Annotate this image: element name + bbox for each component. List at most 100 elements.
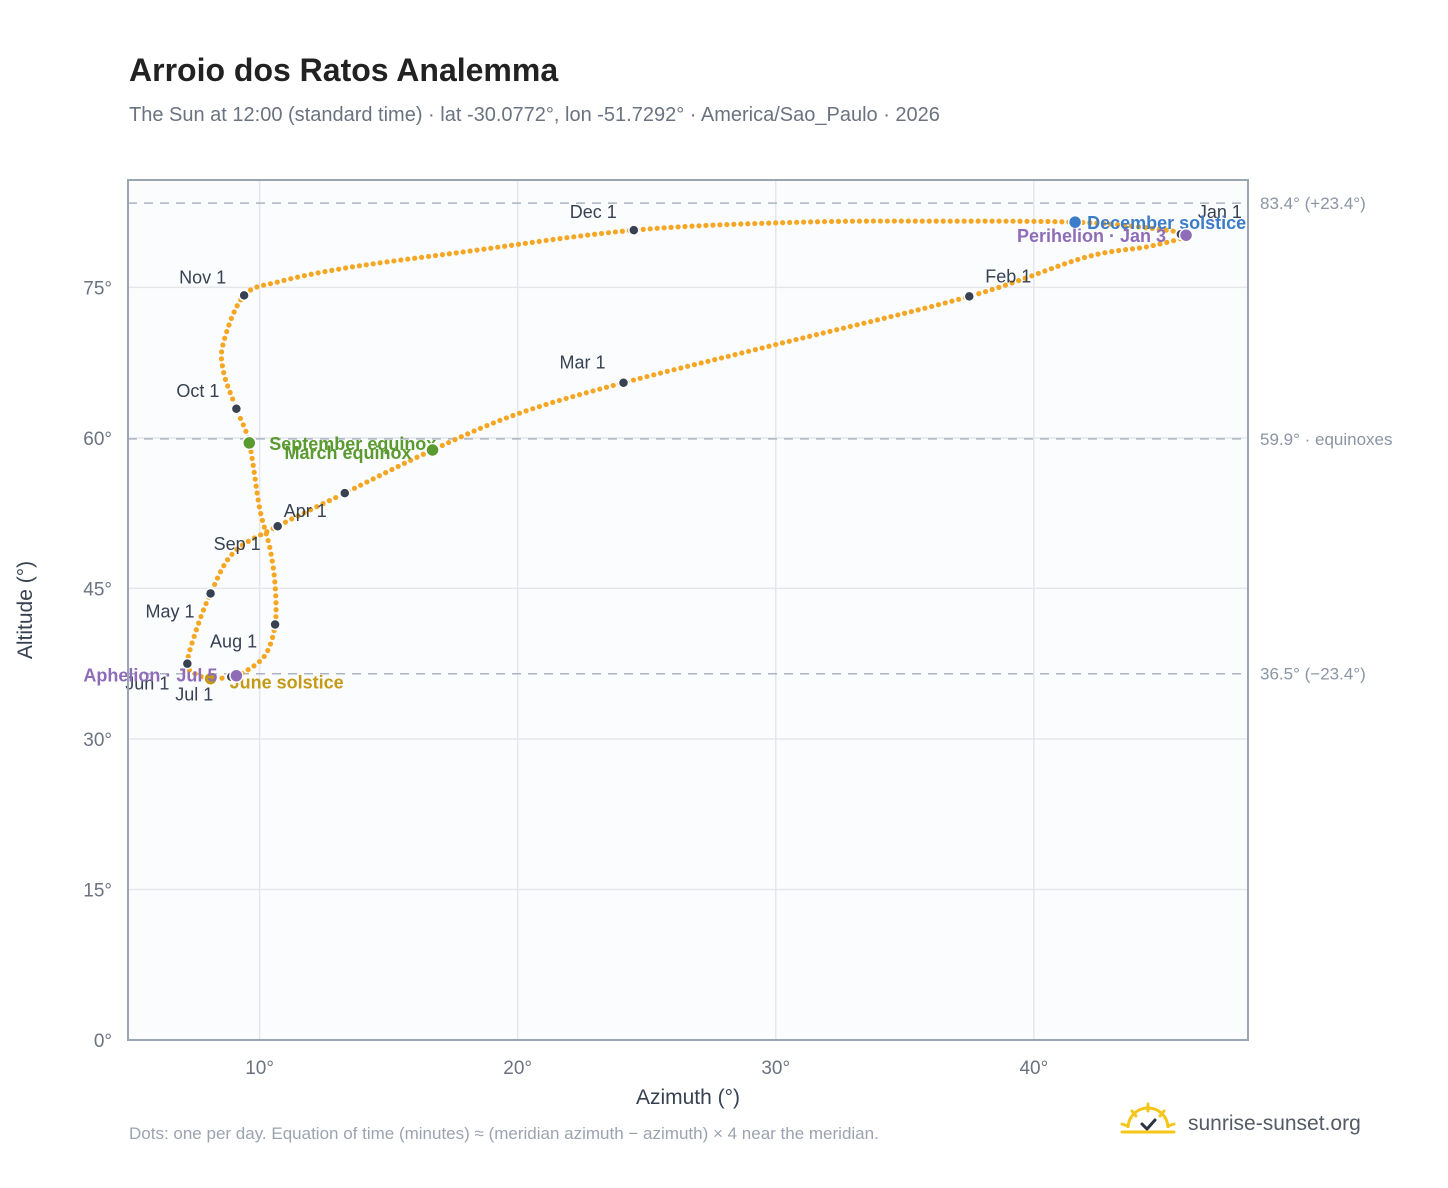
day-dot [256,504,262,510]
day-dot [222,376,229,382]
day-dot [773,341,779,348]
x-tick-label: 20° [503,1058,532,1079]
day-dot [243,428,249,434]
day-dot [412,255,418,261]
day-dot [247,287,254,293]
day-dot [919,218,925,224]
day-dot [253,483,259,489]
day-dot [637,375,643,381]
day-dot [460,249,466,255]
day-dot [295,513,301,519]
event-marker [1067,214,1083,230]
day-dot [452,437,458,443]
day-dot [786,338,792,344]
day-dot [888,313,894,320]
day-dot [502,243,508,249]
month-label: Oct 1 [176,381,219,401]
day-dot [239,542,246,548]
day-dot [471,428,477,434]
month-label: Jan 1 [1198,202,1242,222]
grid-lines [128,180,1248,1041]
day-dot [467,248,473,254]
day-dot [696,223,702,229]
day-dot [718,355,725,361]
day-dot [870,218,877,224]
day-dot [1163,227,1169,233]
day-dot [612,229,619,235]
day-dot [383,470,389,476]
day-dot [610,382,616,389]
day-dot [336,266,342,272]
day-dot [1170,228,1176,234]
day-dot [288,276,294,282]
month-marker [617,376,630,389]
day-dot [228,315,234,322]
event-label: December solstice [1087,213,1246,233]
chart-subtitle: The Sun at 12:00 (standard time) · lat -… [129,104,940,126]
day-dot [249,455,255,462]
day-dot [933,218,939,224]
x-tick-label: 10° [245,1058,274,1079]
day-dot [522,240,528,246]
day-dot [982,289,989,295]
day-dot [922,305,928,311]
day-dot [780,220,786,226]
day-dot [234,303,240,309]
day-dot [289,516,295,522]
brand-logo[interactable]: sunrise-sunset.org [1120,1102,1361,1146]
day-dot [840,325,847,331]
day-dot [245,538,251,544]
day-dot [495,244,501,250]
day-dot [439,252,445,258]
day-dot [739,350,745,356]
day-dot [401,460,408,466]
day-dot [301,273,307,279]
day-dot [329,267,335,273]
day-dot [453,250,459,256]
day-dot [227,389,233,396]
day-dot [224,328,230,335]
event-marker [425,442,440,458]
day-dot [510,412,516,419]
day-dot [432,252,439,259]
day-dot [222,335,228,341]
day-dot [813,332,819,338]
sun-icon [1120,1102,1176,1134]
day-dot [912,218,918,224]
day-dot [458,434,464,440]
day-dot [801,219,807,225]
day-dot [273,593,279,599]
day-dot [863,218,870,224]
day-dot [320,501,326,507]
day-dot [263,531,269,537]
day-dot [1142,225,1149,231]
month-label: May 1 [146,601,195,621]
day-dot [891,218,897,224]
x-tick-label: 30° [761,1058,790,1079]
day-dot [800,335,806,341]
day-dot [847,323,853,330]
day-dot [196,620,202,626]
day-dot [265,647,271,654]
day-dot [1150,242,1156,249]
day-dot [271,572,277,578]
day-dot [678,365,684,371]
day-dot [258,532,264,538]
day-dot [1157,241,1163,247]
day-dot [231,309,237,315]
y-tick-label: 30° [83,730,112,751]
day-dot [647,226,653,232]
day-dot [364,479,370,485]
day-dot [940,218,946,224]
month-marker [963,290,976,303]
reference-line-label: 36.5° (−23.4°) [1260,665,1366,684]
day-dot [536,403,543,410]
month-marker [181,657,194,670]
day-dot [1031,218,1037,224]
day-dot [398,257,404,263]
day-dot [821,218,828,225]
day-dot [322,268,328,275]
event-marker [1178,227,1194,243]
axis-ticks: 10° 20° 30° 40° 0° 15° 30° 45° 60° 75° [83,278,1048,1079]
